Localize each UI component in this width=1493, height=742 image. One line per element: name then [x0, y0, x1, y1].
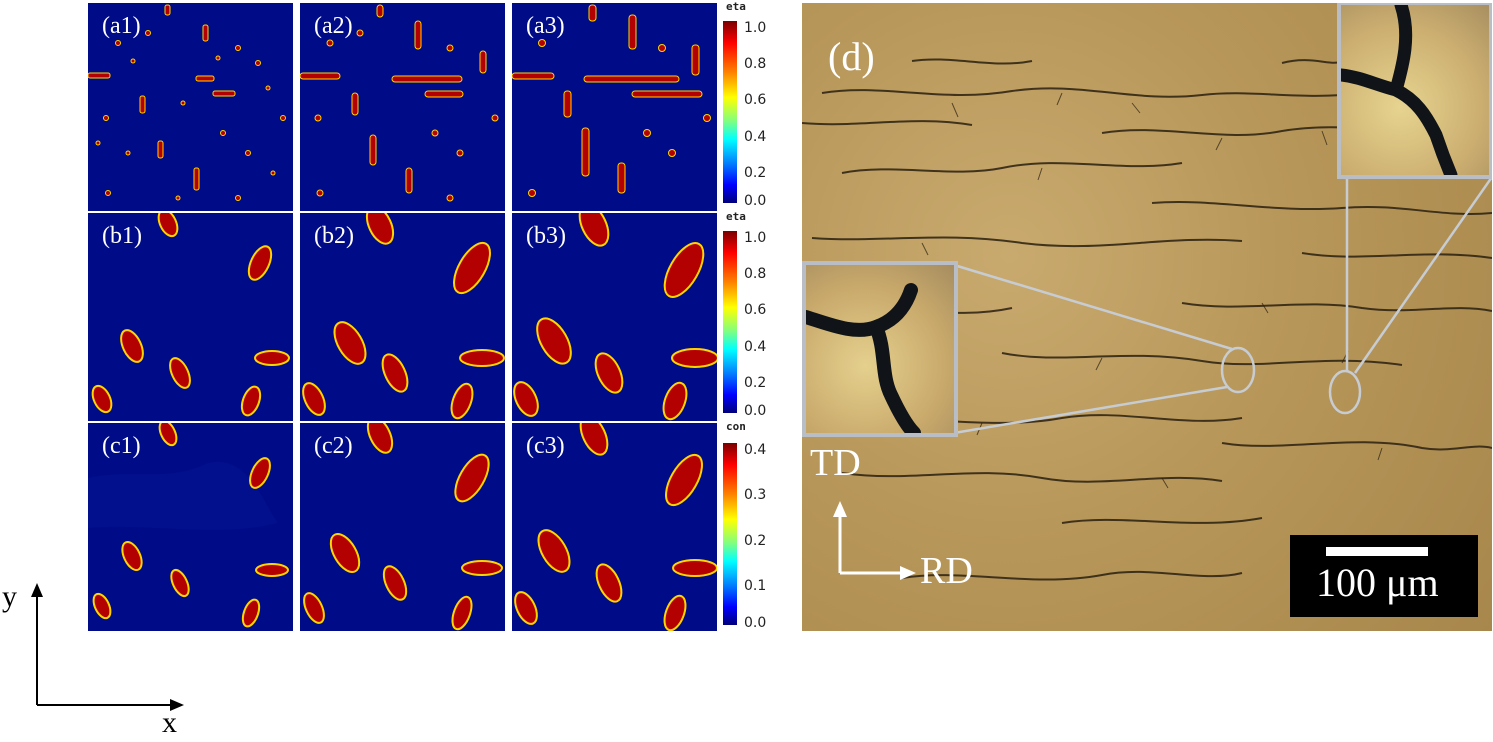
colorbar-tick: 0.3: [744, 487, 767, 503]
scale-bar-line: [1326, 547, 1428, 556]
panel-c2: (c2): [300, 423, 505, 631]
panel-a3-field: [512, 4, 711, 197]
panel-label: (a1): [102, 13, 141, 39]
panel-a1-field: [88, 4, 286, 201]
x-axis-label: x: [162, 706, 177, 739]
panel-a1: (a1): [88, 3, 293, 211]
colorbar-tick: 0.2: [744, 533, 767, 549]
panel-label: (b3): [526, 223, 566, 249]
colorbar-tick: 0.2: [744, 375, 767, 391]
scale-bar: 100 μm: [1290, 535, 1478, 617]
y-axis-label: y: [2, 580, 17, 613]
colorbar-tick: 0.2: [744, 165, 767, 181]
panel-c1: (c1): [88, 423, 293, 631]
direction-rd-label: RD: [920, 550, 973, 592]
colorbar-tick: 0.8: [744, 56, 767, 72]
panel-b1: (b1): [88, 213, 293, 421]
colorbar-tick: 1.0: [744, 230, 767, 246]
panel-a2: (a2): [300, 3, 505, 211]
colorbar-tick: 0.0: [744, 615, 767, 631]
orientation-arrows: [833, 501, 916, 580]
panel-c3: (c3): [512, 423, 717, 631]
panel-label: (b1): [102, 223, 142, 249]
zoom-inset-right: [1337, 3, 1492, 179]
colorbar-title: con: [726, 420, 746, 433]
colorbar-eta-b: [723, 231, 737, 413]
panel-label: (a3): [526, 13, 565, 39]
colorbar-eta-a: [723, 21, 737, 203]
panel-c3-field: [514, 423, 717, 631]
direction-td-label: TD: [810, 442, 861, 484]
panel-b2: (b2): [300, 213, 505, 421]
panel-label: (a2): [314, 13, 353, 39]
colorbar-tick: 0.1: [744, 578, 767, 594]
panel-label: (c3): [526, 433, 565, 459]
zoom-inset-left-crack: [806, 283, 921, 433]
colorbar-tick: 0.4: [744, 129, 767, 145]
panel-b2-field: [302, 213, 505, 420]
colorbar-tick: 0.6: [744, 92, 767, 108]
zoom-inset-right-crack: [1341, 5, 1458, 175]
panel-label: (c1): [102, 433, 141, 459]
colorbar-tick: 0.4: [744, 339, 767, 355]
panel-label: (c2): [314, 433, 353, 459]
colorbar-tick: 1.0: [744, 20, 767, 36]
panel-label: (b2): [314, 223, 354, 249]
colorbar-title: eta: [726, 210, 746, 223]
colorbar-tick: 0.0: [744, 193, 767, 209]
panel-a3: (a3): [512, 3, 717, 211]
colorbar-tick: 0.8: [744, 266, 767, 282]
panel-c2-field: [303, 423, 503, 631]
colorbar-con-c: [723, 443, 737, 625]
panel-b3-field: [513, 213, 717, 421]
micrograph-label: (d): [828, 34, 875, 79]
panel-a2-field: [300, 4, 499, 202]
colorbar-title: eta: [726, 0, 746, 13]
colorbar-tick: 0.6: [744, 302, 767, 318]
panel-c1-field: [88, 423, 289, 628]
zoom-inset-left: [802, 261, 958, 437]
colorbar-tick: 0.0: [744, 403, 767, 419]
panel-b3: (b3): [512, 213, 717, 421]
colorbar-tick: 0.4: [744, 442, 767, 458]
xy-axes: [31, 583, 184, 711]
micrograph-d: (d) TD RD 100 μm: [802, 3, 1492, 631]
panel-b1-field: [91, 213, 290, 417]
scale-bar-label: 100 μm: [1316, 560, 1439, 605]
